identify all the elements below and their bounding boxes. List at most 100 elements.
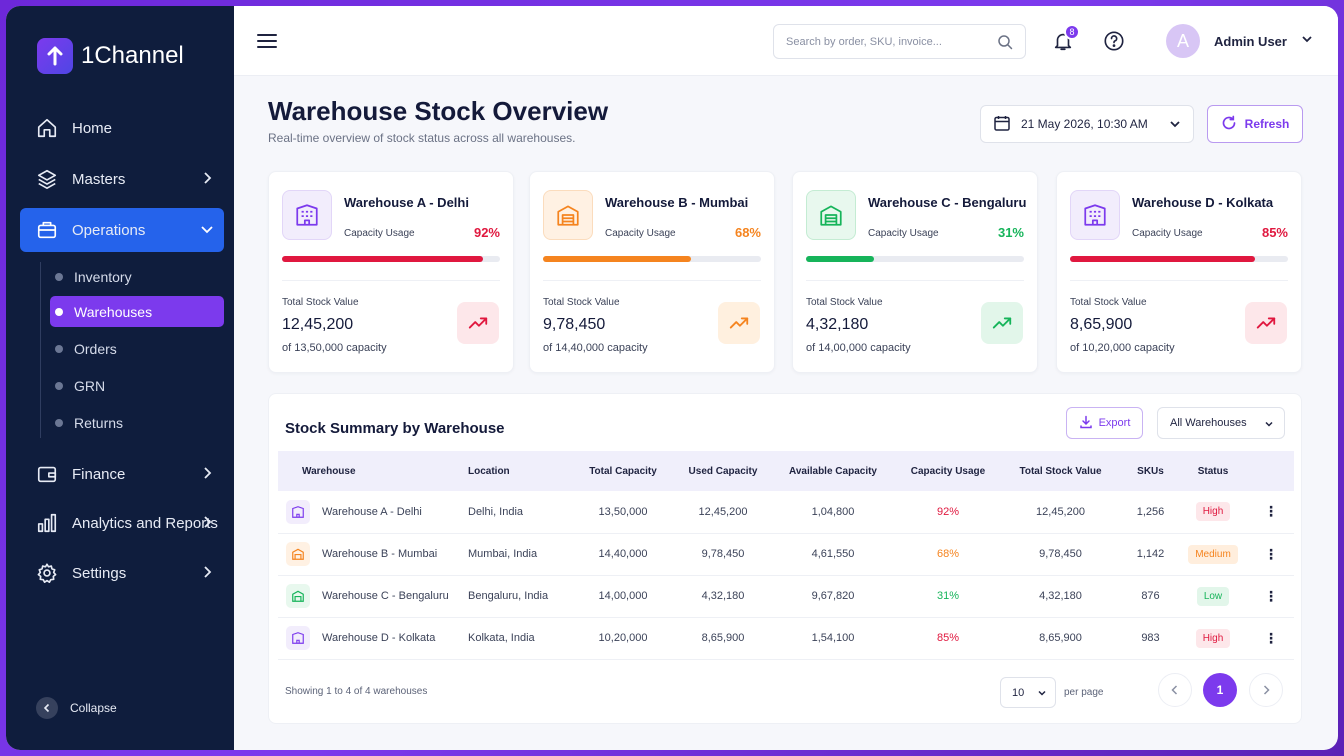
bullet-icon [55, 382, 63, 390]
per-page-select[interactable]: 10 [1000, 677, 1056, 708]
search-box[interactable] [773, 24, 1026, 59]
bullet-icon [55, 273, 63, 281]
chevron-right-icon [200, 565, 214, 583]
divider [1070, 280, 1288, 281]
column-header[interactable]: SKUs [1137, 465, 1164, 477]
chevron-left-icon [36, 697, 58, 719]
collapse-label: Collapse [70, 701, 117, 715]
stock-value: 9,78,450 [543, 316, 606, 333]
prev-page-button[interactable] [1158, 673, 1192, 707]
filter-value: All Warehouses [1170, 417, 1247, 429]
next-page-button[interactable] [1249, 673, 1283, 707]
page-subtitle: Real-time overview of stock status acros… [268, 131, 576, 145]
column-header[interactable]: Used Capacity [688, 465, 758, 477]
row-menu[interactable]: ⋮ [1248, 491, 1294, 534]
table-row[interactable]: Warehouse B - Mumbai Mumbai, India 14,40… [278, 533, 1294, 576]
sidebar-item-masters[interactable]: Masters [20, 157, 224, 201]
chevron-down-icon [1037, 688, 1047, 701]
sidebar-subitem-label: Warehouses [74, 303, 153, 320]
export-button[interactable]: Export [1066, 407, 1143, 439]
stock-value: 12,45,200 [282, 316, 354, 333]
pagination-summary: Showing 1 to 4 of 4 warehouses [285, 686, 428, 697]
table-row[interactable]: Warehouse A - Delhi Delhi, India 13,50,0… [278, 491, 1294, 534]
stock-summary-panel: Stock Summary by Warehouse Export All Wa… [268, 393, 1302, 724]
refresh-button[interactable]: Refresh [1207, 105, 1303, 143]
building-icon [1070, 190, 1120, 240]
sidebar-subitem-label: Returns [74, 414, 124, 431]
brand[interactable]: 1Channel [37, 38, 184, 74]
more-vertical-icon[interactable]: ⋮ [1264, 629, 1278, 646]
location-cell: Mumbai, India [468, 533, 568, 576]
more-vertical-icon[interactable]: ⋮ [1264, 503, 1278, 520]
topbar: 8 A Admin User [234, 6, 1338, 76]
sidebar-item-operations[interactable]: Operations [20, 208, 224, 252]
table-row[interactable]: Warehouse C - Bengaluru Bengaluru, India… [278, 575, 1294, 618]
capacity-bar-fill [1070, 256, 1256, 262]
warehouse-icon [286, 542, 310, 566]
user-menu[interactable]: A Admin User [1166, 24, 1313, 58]
page-button-current[interactable]: 1 [1203, 673, 1237, 707]
row-menu[interactable]: ⋮ [1248, 617, 1294, 660]
notifications-button[interactable]: 8 [1052, 24, 1080, 57]
more-vertical-icon[interactable]: ⋮ [1264, 545, 1278, 562]
capacity-text: of 14,40,000 capacity [543, 342, 648, 354]
sidebar-item-home[interactable]: Home [20, 106, 224, 150]
table-header-row: Warehouse Location Total Capacity Used C… [278, 451, 1294, 491]
trend-up-icon [457, 302, 499, 344]
column-header[interactable]: Available Capacity [788, 465, 877, 477]
sidebar-item-settings[interactable]: Settings [20, 551, 224, 595]
sidebar-item-label: Analytics and Reports [72, 514, 218, 532]
column-header[interactable]: Total Stock Value [1019, 465, 1102, 477]
trend-up-icon [981, 302, 1023, 344]
used-capacity-cell: 9,78,450 [678, 533, 768, 576]
bar-chart-icon [36, 512, 58, 534]
capacity-bar [806, 256, 1024, 262]
sidebar-subitem-returns[interactable]: Returns [50, 407, 224, 438]
warehouse-filter-select[interactable]: All Warehouses [1157, 407, 1285, 439]
date-picker[interactable]: 21 May 2026, 10:30 AM [980, 105, 1194, 143]
sidebar-item-analytics[interactable]: Analytics and Reports [20, 501, 224, 545]
search-input[interactable] [786, 35, 986, 48]
main-content: 8 A Admin User Warehouse Stock Overview … [234, 6, 1338, 750]
column-header[interactable]: Warehouse [302, 465, 356, 477]
status-cell: Low [1178, 575, 1248, 618]
avatar: A [1166, 24, 1200, 58]
usage-cell: 85% [898, 617, 998, 660]
sidebar-subitem-inventory[interactable]: Inventory [50, 261, 224, 292]
per-page-value: 10 [1012, 686, 1025, 699]
download-icon [1079, 415, 1093, 432]
sidebar-subitem-orders[interactable]: Orders [50, 333, 224, 364]
sidebar-subitem-warehouses[interactable]: Warehouses [50, 296, 224, 327]
search-icon[interactable] [997, 34, 1013, 53]
refresh-label: Refresh [1244, 117, 1290, 131]
warehouse-card[interactable]: Warehouse A - Delhi Capacity Usage 92% T… [268, 171, 514, 373]
capacity-percent: 68% [734, 225, 761, 240]
status-badge: High [1195, 628, 1231, 648]
skus-cell: 1,256 [1123, 491, 1178, 534]
warehouse-icon [286, 584, 310, 608]
column-header[interactable]: Status [1197, 465, 1229, 477]
more-vertical-icon[interactable]: ⋮ [1264, 587, 1278, 604]
capacity-label: Capacity Usage [868, 228, 939, 239]
available-capacity-cell: 1,04,800 [768, 491, 898, 534]
stock-value-cell: 8,65,900 [998, 617, 1123, 660]
warehouse-card[interactable]: Warehouse D - Kolkata Capacity Usage 85%… [1056, 171, 1302, 373]
sidebar-item-finance[interactable]: Finance [20, 452, 224, 496]
capacity-text: of 14,00,000 capacity [806, 342, 911, 354]
help-icon[interactable] [1103, 30, 1125, 57]
column-header[interactable]: Location [468, 465, 510, 477]
trend-up-icon [1245, 302, 1287, 344]
column-header[interactable]: Total Capacity [589, 465, 657, 477]
wallet-icon [36, 463, 58, 485]
warehouse-card[interactable]: Warehouse C - Bengaluru Capacity Usage 3… [792, 171, 1038, 373]
collapse-button[interactable]: Collapse [36, 697, 117, 719]
sidebar-item-label: Finance [72, 465, 126, 483]
building-icon [286, 626, 310, 650]
table-row[interactable]: Warehouse D - Kolkata Kolkata, India 10,… [278, 617, 1294, 660]
row-menu[interactable]: ⋮ [1248, 533, 1294, 576]
row-menu[interactable]: ⋮ [1248, 575, 1294, 618]
menu-icon[interactable] [256, 32, 278, 55]
column-header[interactable]: Capacity Usage [910, 465, 986, 477]
warehouse-card[interactable]: Warehouse B - Mumbai Capacity Usage 68% … [529, 171, 775, 373]
sidebar-subitem-grn[interactable]: GRN [50, 370, 224, 401]
